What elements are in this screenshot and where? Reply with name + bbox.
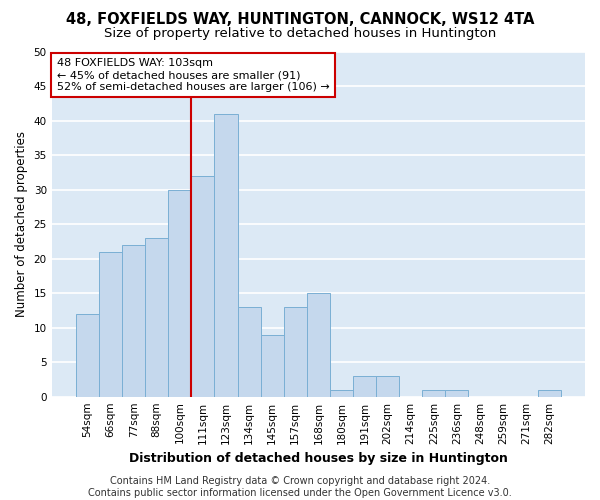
- Bar: [238, 307, 260, 396]
- Bar: [307, 293, 330, 397]
- Bar: [284, 307, 307, 396]
- Bar: [330, 390, 353, 396]
- Bar: [99, 252, 122, 396]
- Text: 48 FOXFIELDS WAY: 103sqm
← 45% of detached houses are smaller (91)
52% of semi-d: 48 FOXFIELDS WAY: 103sqm ← 45% of detach…: [57, 58, 330, 92]
- Bar: [538, 390, 561, 396]
- Bar: [168, 190, 191, 396]
- Bar: [422, 390, 445, 396]
- Bar: [191, 176, 214, 396]
- X-axis label: Distribution of detached houses by size in Huntington: Distribution of detached houses by size …: [129, 452, 508, 465]
- Text: Contains HM Land Registry data © Crown copyright and database right 2024.
Contai: Contains HM Land Registry data © Crown c…: [88, 476, 512, 498]
- Bar: [145, 238, 168, 396]
- Bar: [76, 314, 99, 396]
- Bar: [260, 334, 284, 396]
- Bar: [445, 390, 469, 396]
- Bar: [376, 376, 399, 396]
- Bar: [122, 245, 145, 396]
- Y-axis label: Number of detached properties: Number of detached properties: [15, 131, 28, 317]
- Bar: [353, 376, 376, 396]
- Text: 48, FOXFIELDS WAY, HUNTINGTON, CANNOCK, WS12 4TA: 48, FOXFIELDS WAY, HUNTINGTON, CANNOCK, …: [66, 12, 534, 28]
- Bar: [214, 114, 238, 397]
- Text: Size of property relative to detached houses in Huntington: Size of property relative to detached ho…: [104, 28, 496, 40]
